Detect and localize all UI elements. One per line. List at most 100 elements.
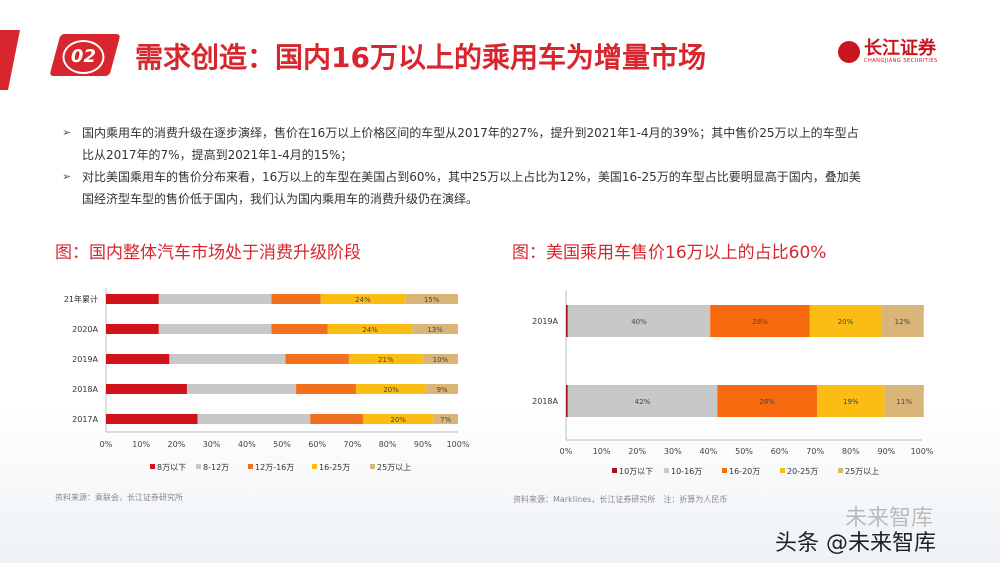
x-tick-label: 90% <box>414 440 432 449</box>
bar-segment <box>320 294 406 304</box>
bar-segment <box>327 324 413 334</box>
category-label: 2019A <box>72 355 98 364</box>
category-label: 21年累计 <box>64 294 98 304</box>
bar-segment <box>106 414 198 424</box>
bar-segment <box>566 385 568 417</box>
bar-segment <box>412 324 458 334</box>
data-label: 9% <box>437 386 448 394</box>
legend-label: 8-12万 <box>203 463 229 472</box>
logo-emblem-icon <box>838 41 860 63</box>
x-tick-label: 0% <box>100 440 113 449</box>
x-tick-label: 80% <box>842 447 860 456</box>
legend-label: 8万以下 <box>157 463 186 472</box>
bar-segment <box>271 324 328 334</box>
bar-segment <box>355 384 427 394</box>
legend-swatch <box>612 468 617 473</box>
x-tick-label: 80% <box>379 440 397 449</box>
x-tick-label: 40% <box>238 440 256 449</box>
x-tick-label: 60% <box>308 440 326 449</box>
chart-title-left: 图：国内整体汽车市场处于消费升级阶段 <box>55 243 361 263</box>
bar-segment <box>106 324 159 334</box>
bar-segment <box>197 414 311 424</box>
bullet-list: 国内乘用车的消费升级在逐步演绎，售价在16万以上价格区间的车型从2017年的27… <box>62 122 862 210</box>
x-tick-label: 50% <box>735 447 753 456</box>
legend-label: 20-25万 <box>787 467 818 476</box>
x-tick-label: 0% <box>560 447 573 456</box>
bar-segment <box>271 294 321 304</box>
bar-segment <box>296 384 356 394</box>
legend-swatch <box>780 468 785 473</box>
bar-segment <box>567 385 718 417</box>
bar-segment <box>816 385 885 417</box>
page-title: 需求创造：国内16万以上的乘用车为增量市场 <box>135 41 706 74</box>
legend-swatch <box>722 468 727 473</box>
data-label: 13% <box>427 326 443 334</box>
bar-segment <box>169 354 286 364</box>
bar-segment <box>362 414 434 424</box>
bar-segment <box>422 354 458 364</box>
legend-swatch <box>312 464 317 469</box>
data-label: 20% <box>383 386 399 394</box>
x-tick-label: 10% <box>132 440 150 449</box>
legend-swatch <box>370 464 375 469</box>
data-label: 28% <box>752 318 768 326</box>
bar-segment <box>186 384 297 394</box>
legend-swatch <box>196 464 201 469</box>
bar-segment <box>285 354 349 364</box>
legend-label: 16-20万 <box>729 467 760 476</box>
data-label: 20% <box>838 318 854 326</box>
data-label: 20% <box>390 416 406 424</box>
background-cityscape <box>0 403 1000 563</box>
x-tick-label: 90% <box>878 447 896 456</box>
legend-label: 12万-16万 <box>255 463 294 472</box>
category-label: 2019A <box>532 317 558 326</box>
watermark-faint: 未来智库 <box>845 506 934 531</box>
bar-segment <box>310 414 363 424</box>
logo-subtext: CHANGJIANG SECURITIES <box>864 58 938 64</box>
bar-segment <box>717 385 817 417</box>
category-label: 2017A <box>72 415 98 424</box>
chart-title-right: 图：美国乘用车售价16万以上的占比60% <box>512 243 827 263</box>
legend-swatch <box>664 468 669 473</box>
bar-segment <box>405 294 458 304</box>
bar-segment <box>567 305 711 337</box>
x-tick-label: 20% <box>168 440 186 449</box>
legend-label: 25万以上 <box>845 467 879 476</box>
x-tick-label: 40% <box>700 447 718 456</box>
data-label: 40% <box>631 318 647 326</box>
x-tick-label: 100% <box>447 440 470 449</box>
data-label: 24% <box>355 296 371 304</box>
x-tick-label: 50% <box>273 440 291 449</box>
data-label: 24% <box>362 326 378 334</box>
data-label: 11% <box>896 398 912 406</box>
data-label: 15% <box>424 296 440 304</box>
legend-swatch <box>838 468 843 473</box>
data-label: 42% <box>635 398 651 406</box>
data-label: 12% <box>895 318 911 326</box>
x-tick-label: 30% <box>203 440 221 449</box>
logo-text: 长江证券 <box>864 38 936 59</box>
bullet-item: 国内乘用车的消费升级在逐步演绎，售价在16万以上价格区间的车型从2017年的27… <box>62 122 862 166</box>
legend-label: 10-16万 <box>671 467 702 476</box>
watermark: 头条 @未来智库 <box>775 531 936 556</box>
legend-swatch <box>150 464 155 469</box>
bar-segment <box>884 385 924 417</box>
bullet-item: 对比美国乘用车的售价分布来看，16万以上的车型在美国占到60%，其中25万以上占… <box>62 166 862 210</box>
bar-segment <box>106 294 159 304</box>
data-label: 7% <box>440 416 451 424</box>
legend-label: 25万以上 <box>377 463 411 472</box>
source-right: 资料来源：Marklines，长江证券研究所 注：折算为人民币 <box>513 495 728 504</box>
bar-segment <box>566 305 568 337</box>
x-tick-label: 100% <box>911 447 934 456</box>
bar-segment <box>158 294 272 304</box>
bar-segment <box>348 354 423 364</box>
x-tick-label: 10% <box>593 447 611 456</box>
source-left: 资料来源：乘联会，长江证券研究所 <box>55 493 183 502</box>
data-label: 19% <box>843 398 859 406</box>
x-tick-label: 70% <box>806 447 824 456</box>
x-tick-label: 60% <box>771 447 789 456</box>
x-tick-label: 20% <box>628 447 646 456</box>
bar-segment <box>809 305 882 337</box>
bar-segment <box>433 414 458 424</box>
legend-label: 10万以下 <box>619 467 653 476</box>
